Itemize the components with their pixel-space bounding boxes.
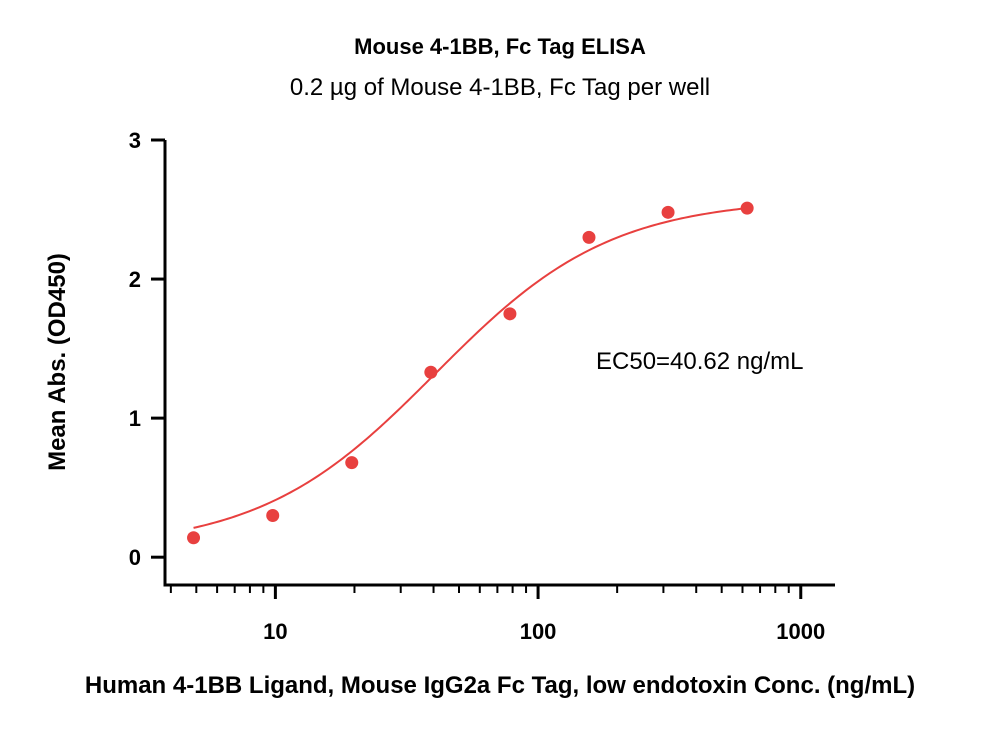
y-tick-label: 0 [129,545,141,570]
data-point [740,201,754,215]
x-tick-label: 100 [520,619,557,644]
data-point [424,365,438,379]
ec50-annotation: EC50=40.62 ng/mL [596,348,804,375]
y-tick-label: 1 [129,406,141,431]
x-axis-label: Human 4-1BB Ligand, Mouse IgG2a Fc Tag, … [84,672,916,699]
y-tick-label: 3 [129,128,141,153]
data-point [345,456,359,470]
y-tick-label: 2 [129,267,141,292]
fit-curve [193,207,748,529]
data-point [661,205,675,219]
data-point [582,230,596,244]
y-axis-label: Mean Abs. (OD450) [44,253,71,471]
chart-title: Mouse 4-1BB, Fc Tag ELISA [354,34,646,59]
data-point [187,531,201,545]
data-point [266,508,280,522]
chart-subtitle: 0.2 µg of Mouse 4-1BB, Fc Tag per well [289,74,711,101]
x-tick-label: 1000 [776,619,825,644]
data-point [503,307,517,321]
x-tick-label: 10 [263,619,287,644]
